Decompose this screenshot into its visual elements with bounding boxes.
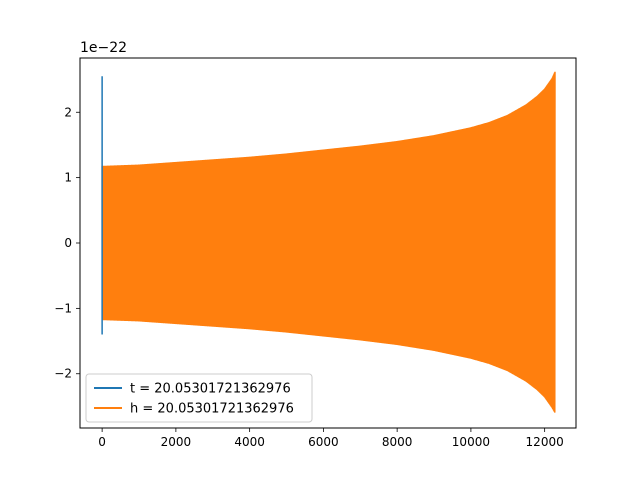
x-tick-label: 8000 bbox=[382, 435, 413, 449]
y-tick-label: 2 bbox=[64, 105, 72, 119]
x-tick-label: 10000 bbox=[452, 435, 490, 449]
legend: t = 20.05301721362976 h = 20.053017213629… bbox=[85, 373, 313, 423]
legend-box bbox=[85, 373, 313, 423]
x-tick-label: 12000 bbox=[526, 435, 564, 449]
x-tick-label: 6000 bbox=[308, 435, 339, 449]
y-axis: −2 −1 0 1 2 bbox=[54, 105, 80, 381]
y-tick-label: 0 bbox=[64, 236, 72, 250]
y-tick-label: 1 bbox=[64, 171, 72, 185]
y-scale-label: 1e−22 bbox=[80, 40, 127, 56]
x-tick-label: 4000 bbox=[234, 435, 265, 449]
series-h-line bbox=[101, 71, 556, 413]
y-tick-label: −1 bbox=[54, 301, 72, 315]
y-tick-label: −2 bbox=[54, 367, 72, 381]
x-tick-label: 2000 bbox=[161, 435, 192, 449]
legend-label: h = 20.05301721362976 bbox=[130, 402, 294, 417]
x-axis: 0 2000 4000 6000 8000 10000 12000 bbox=[98, 428, 564, 449]
legend-label: t = 20.05301721362976 bbox=[130, 382, 291, 397]
x-tick-label: 0 bbox=[98, 435, 106, 449]
series-layer bbox=[101, 71, 556, 413]
